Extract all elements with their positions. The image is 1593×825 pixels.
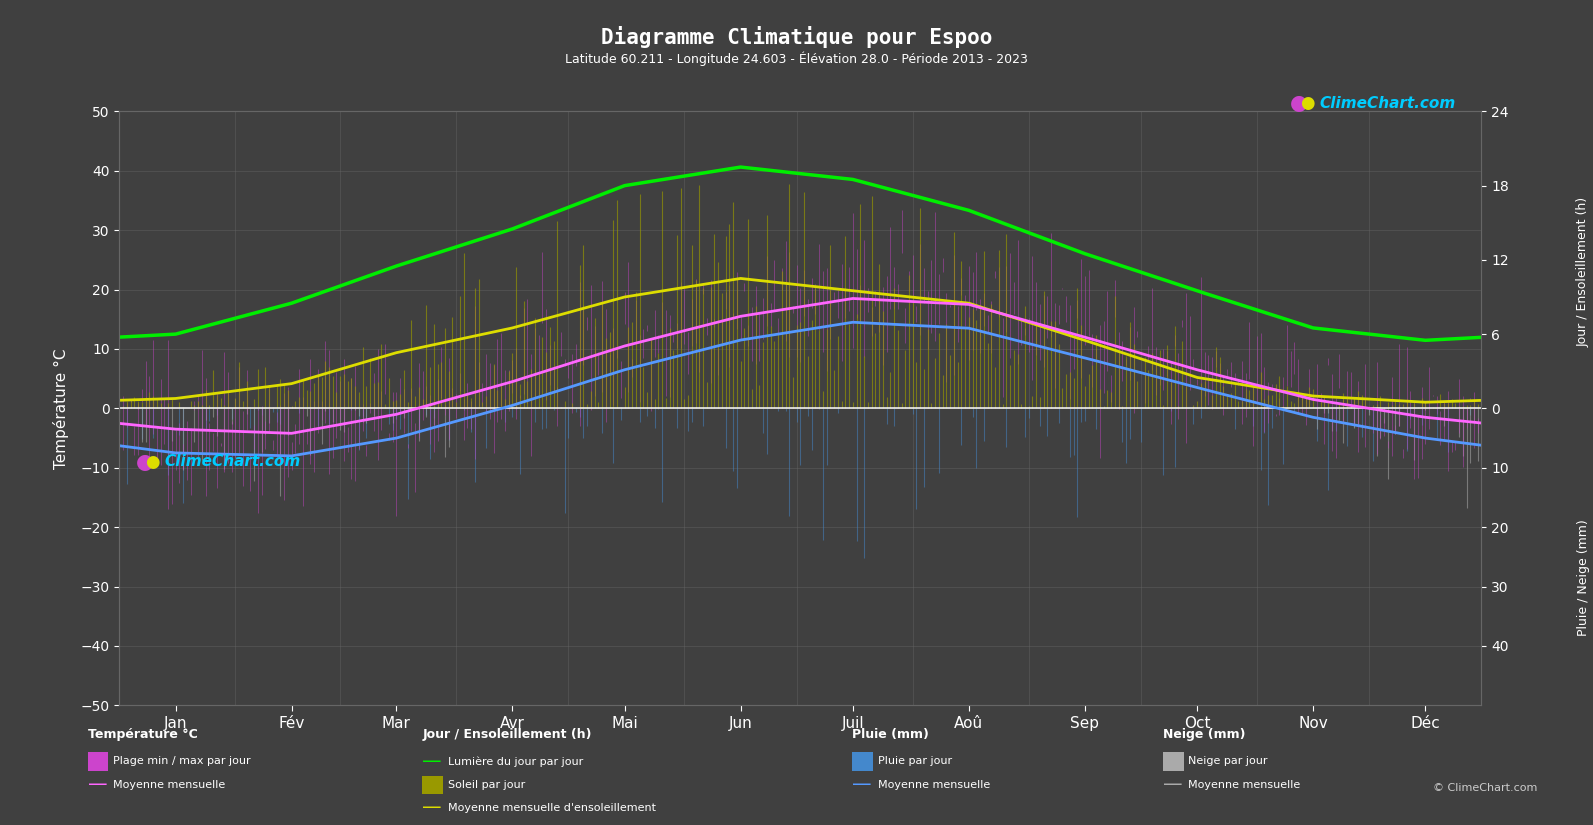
Text: Lumière du jour par jour: Lumière du jour par jour [448,757,583,766]
Text: Pluie par jour: Pluie par jour [878,757,953,766]
Text: Moyenne mensuelle d'ensoleillement: Moyenne mensuelle d'ensoleillement [448,803,656,813]
Text: —: — [422,798,441,818]
Text: ●: ● [145,453,159,471]
Text: ●: ● [1300,94,1314,112]
Text: Jour / Ensoleillement (h): Jour / Ensoleillement (h) [1577,197,1590,347]
Y-axis label: Température °C: Température °C [54,348,70,469]
Text: Neige (mm): Neige (mm) [1163,728,1246,742]
Text: ClimeChart.com: ClimeChart.com [164,455,301,469]
Text: Jour / Ensoleillement (h): Jour / Ensoleillement (h) [422,728,591,742]
Text: Moyenne mensuelle: Moyenne mensuelle [1188,780,1300,790]
Text: © ClimeChart.com: © ClimeChart.com [1432,783,1537,793]
Text: ●: ● [135,452,153,472]
Text: Moyenne mensuelle: Moyenne mensuelle [878,780,989,790]
Text: Neige par jour: Neige par jour [1188,757,1268,766]
Text: Diagramme Climatique pour Espoo: Diagramme Climatique pour Espoo [601,26,992,49]
Text: Pluie / Neige (mm): Pluie / Neige (mm) [1577,519,1590,636]
Text: —: — [852,775,871,794]
Text: —: — [1163,775,1182,794]
Text: ClimeChart.com: ClimeChart.com [1319,96,1456,111]
Text: ●: ● [1290,93,1308,113]
Text: —: — [88,775,107,794]
Text: Soleil par jour: Soleil par jour [448,780,524,790]
Text: Température °C: Température °C [88,728,198,742]
Text: Moyenne mensuelle: Moyenne mensuelle [113,780,225,790]
Text: —: — [422,752,441,771]
Text: Plage min / max par jour: Plage min / max par jour [113,757,250,766]
Text: Latitude 60.211 - Longitude 24.603 - Élévation 28.0 - Période 2013 - 2023: Latitude 60.211 - Longitude 24.603 - Élé… [566,51,1027,66]
Text: Pluie (mm): Pluie (mm) [852,728,929,742]
